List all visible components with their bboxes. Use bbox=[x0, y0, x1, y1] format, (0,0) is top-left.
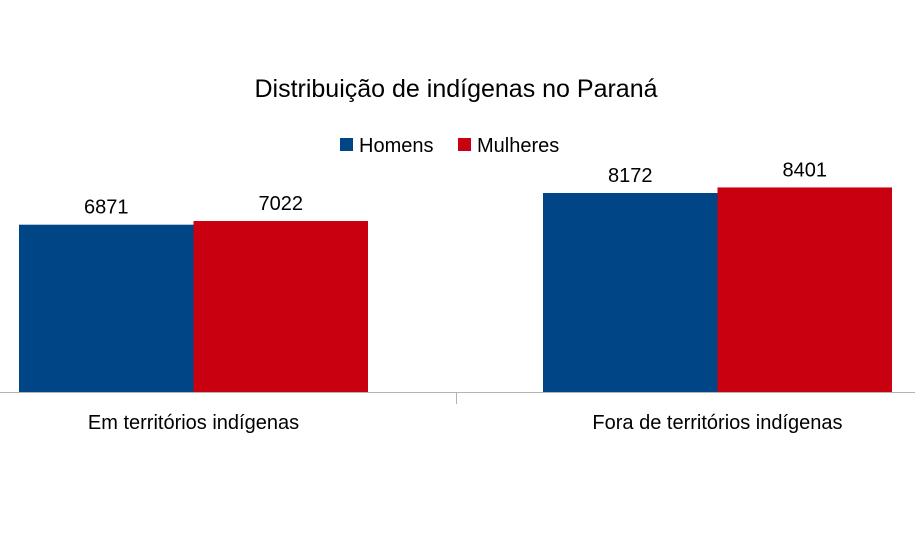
legend: Homens Mulheres bbox=[340, 135, 559, 157]
data-label-mulheres-0: 7022 bbox=[259, 193, 304, 215]
plot-area bbox=[19, 187, 892, 392]
data-label-homens-0: 6871 bbox=[84, 197, 129, 219]
legend-swatch-homens bbox=[340, 138, 353, 151]
category-label-1: Fora de territórios indígenas bbox=[592, 412, 842, 434]
bar-homens-0 bbox=[19, 224, 194, 392]
bar-homens-1 bbox=[543, 193, 718, 392]
bar-mulheres-0 bbox=[193, 221, 368, 392]
chart-title: Distribuição de indígenas no Paraná bbox=[254, 75, 657, 103]
category-label-0: Em territórios indígenas bbox=[88, 412, 299, 434]
data-label-homens-1: 8172 bbox=[608, 165, 653, 187]
data-label-mulheres-1: 8401 bbox=[783, 159, 828, 181]
legend-swatch-mulheres bbox=[458, 138, 471, 151]
legend-label-homens: Homens bbox=[359, 135, 433, 157]
legend-label-mulheres: Mulheres bbox=[477, 135, 559, 157]
labels-layer: 6871 7022 Em territórios indígenas 8172 8401… bbox=[84, 159, 843, 434]
bar-mulheres-1 bbox=[717, 187, 892, 392]
